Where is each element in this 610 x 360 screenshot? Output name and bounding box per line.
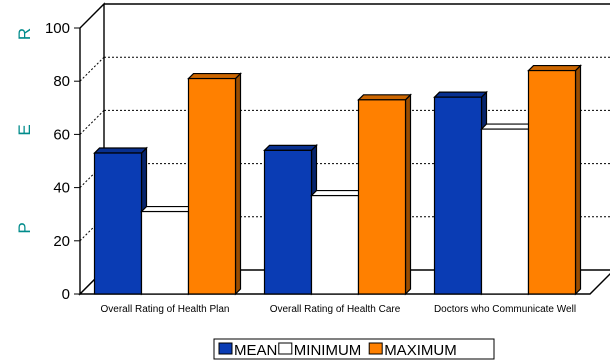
gridline-side <box>79 3 105 29</box>
bar-mean-1 <box>93 146 148 296</box>
bar-minimum-1 <box>140 205 195 296</box>
bar-top <box>527 64 582 72</box>
bar-maximum-2 <box>357 93 412 296</box>
y-tick-label: 0 <box>62 286 70 303</box>
legend-label-mean: MEAN <box>234 342 277 359</box>
x-axis-categories: Overall Rating of Health Plan Overall Rat… <box>101 304 577 315</box>
bar-minimum-2 <box>310 189 365 296</box>
bar-top <box>357 94 412 101</box>
y-tick-label: 80 <box>53 73 70 90</box>
y-axis-label: P E R <box>15 28 34 234</box>
bar-front <box>433 96 483 295</box>
legend-label-maximum: MAXIMUM <box>384 342 457 359</box>
legend-swatch-maximum <box>368 342 383 355</box>
bar-front <box>310 194 360 295</box>
y-tick-label: 100 <box>45 20 70 37</box>
y-label-letter: E <box>15 124 34 135</box>
bar-front <box>263 149 313 295</box>
bar-maximum-3 <box>527 64 582 296</box>
gridline-side <box>79 56 105 82</box>
bar-side <box>574 64 582 296</box>
bar-minimum-3 <box>480 122 535 296</box>
bar-front <box>480 128 530 295</box>
bar-front <box>140 210 190 295</box>
bar-front <box>187 77 237 295</box>
legend-swatch-mean <box>218 342 233 355</box>
bar-top <box>263 144 318 151</box>
bar-mean-2 <box>263 143 318 296</box>
y-tick-label: 60 <box>53 126 70 143</box>
y-axis-ticks: 0 20 40 60 80 100 <box>45 20 80 303</box>
bar-front <box>93 152 143 295</box>
bars <box>93 64 582 296</box>
bar-top <box>433 91 488 98</box>
legend: MEAN MINIMUM MAXIMUM <box>213 338 495 360</box>
bar-side <box>234 72 242 296</box>
y-tick-label: 40 <box>53 180 70 197</box>
bar-maximum-1 <box>187 72 242 296</box>
bar-mean-3 <box>433 90 488 296</box>
bar-top <box>140 205 195 213</box>
bar-front <box>527 69 577 295</box>
bar-top <box>93 147 148 154</box>
bar-front <box>357 99 407 295</box>
legend-swatch-minimum <box>278 342 293 355</box>
gridline-side <box>79 110 105 135</box>
y-tick-label: 20 <box>53 233 70 250</box>
y-label-letter: R <box>15 28 34 40</box>
x-category-label: Doctors who Communicate Well <box>434 304 576 315</box>
legend-label-minimum: MINIMUM <box>294 342 362 359</box>
x-category-label: Overall Rating of Health Care <box>270 304 401 315</box>
bar-side <box>404 93 412 296</box>
x-category-label: Overall Rating of Health Plan <box>101 304 230 315</box>
bar-top <box>187 72 242 80</box>
bar-top <box>310 189 365 197</box>
y-label-letter: P <box>15 222 34 233</box>
bar-top <box>480 123 535 130</box>
